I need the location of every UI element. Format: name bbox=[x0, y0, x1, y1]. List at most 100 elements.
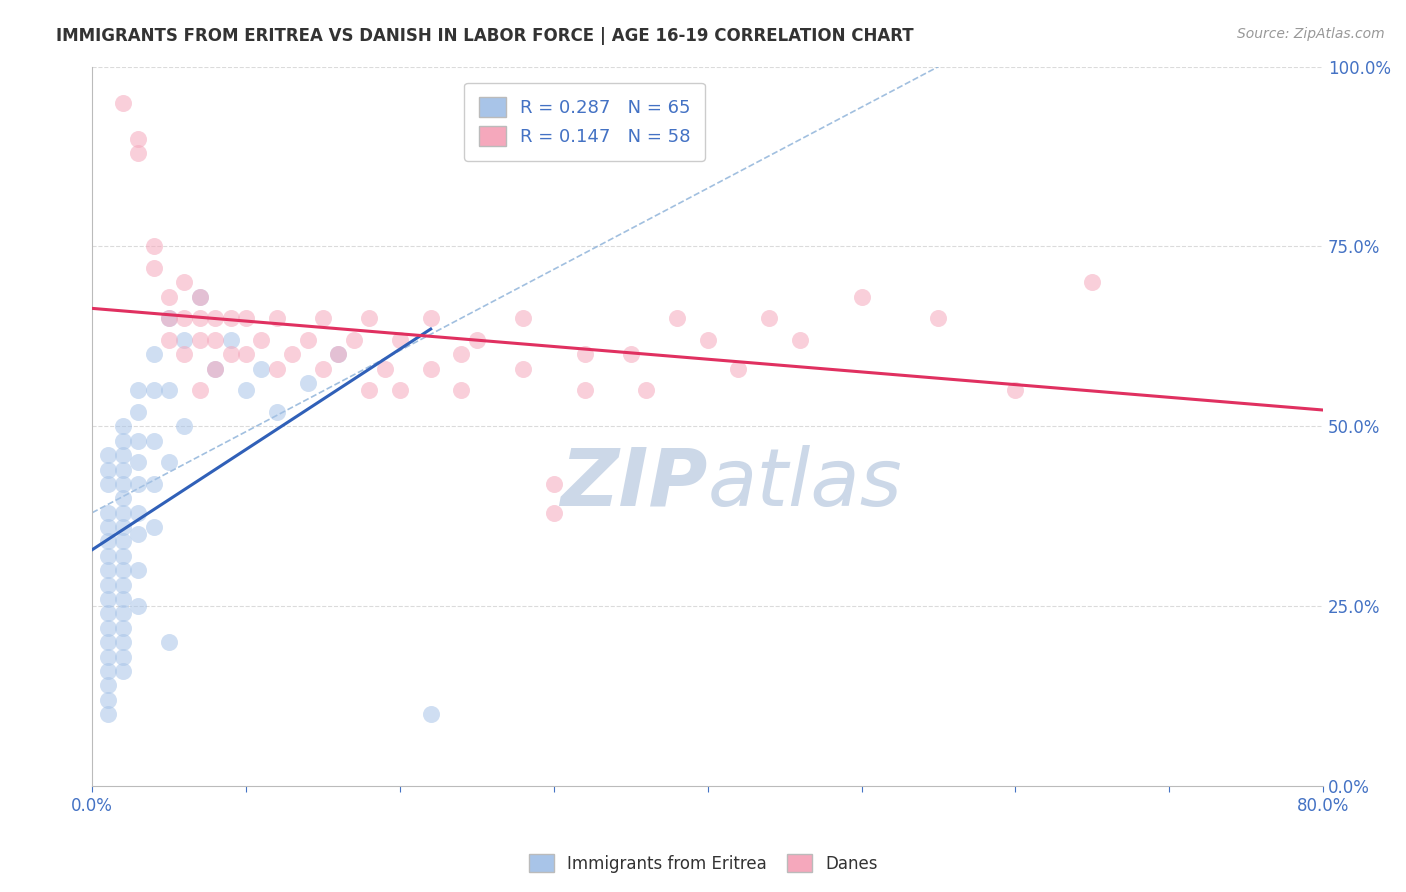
Point bbox=[127, 563, 149, 577]
Point bbox=[97, 607, 120, 621]
Point bbox=[1081, 276, 1104, 290]
Point bbox=[111, 549, 134, 563]
Point bbox=[173, 419, 195, 434]
Point bbox=[188, 290, 211, 304]
Point bbox=[111, 448, 134, 462]
Point bbox=[266, 405, 288, 419]
Point bbox=[173, 333, 195, 347]
Point bbox=[512, 361, 534, 376]
Point bbox=[111, 434, 134, 448]
Point bbox=[450, 384, 472, 398]
Point bbox=[696, 333, 718, 347]
Point bbox=[312, 361, 335, 376]
Point bbox=[157, 635, 180, 649]
Point bbox=[111, 534, 134, 549]
Point bbox=[188, 333, 211, 347]
Point bbox=[111, 664, 134, 678]
Point bbox=[188, 290, 211, 304]
Point bbox=[281, 347, 304, 361]
Point bbox=[450, 347, 472, 361]
Legend: R = 0.287   N = 65, R = 0.147   N = 58: R = 0.287 N = 65, R = 0.147 N = 58 bbox=[464, 83, 704, 161]
Point bbox=[97, 592, 120, 607]
Point bbox=[97, 448, 120, 462]
Point bbox=[97, 506, 120, 520]
Point bbox=[127, 455, 149, 469]
Point bbox=[219, 311, 242, 326]
Point bbox=[727, 361, 749, 376]
Point bbox=[97, 678, 120, 692]
Point bbox=[235, 347, 257, 361]
Point bbox=[97, 649, 120, 664]
Point bbox=[758, 311, 780, 326]
Point bbox=[574, 347, 596, 361]
Point bbox=[111, 621, 134, 635]
Point bbox=[173, 347, 195, 361]
Point bbox=[219, 347, 242, 361]
Point bbox=[127, 131, 149, 145]
Point bbox=[97, 693, 120, 707]
Point bbox=[157, 311, 180, 326]
Point bbox=[235, 311, 257, 326]
Point bbox=[297, 376, 319, 391]
Point bbox=[388, 384, 411, 398]
Point bbox=[204, 361, 226, 376]
Point bbox=[97, 577, 120, 591]
Point bbox=[419, 707, 441, 722]
Point bbox=[111, 477, 134, 491]
Text: Source: ZipAtlas.com: Source: ZipAtlas.com bbox=[1237, 27, 1385, 41]
Point bbox=[343, 333, 366, 347]
Point bbox=[851, 290, 873, 304]
Point bbox=[127, 145, 149, 160]
Point bbox=[97, 621, 120, 635]
Point bbox=[359, 311, 381, 326]
Point bbox=[204, 311, 226, 326]
Point bbox=[142, 520, 165, 534]
Point bbox=[142, 347, 165, 361]
Point bbox=[97, 462, 120, 476]
Point bbox=[127, 506, 149, 520]
Text: ZIP: ZIP bbox=[560, 445, 707, 523]
Point bbox=[142, 434, 165, 448]
Point bbox=[97, 664, 120, 678]
Point bbox=[111, 592, 134, 607]
Point bbox=[111, 607, 134, 621]
Point bbox=[266, 311, 288, 326]
Point bbox=[250, 361, 273, 376]
Point bbox=[204, 361, 226, 376]
Legend: Immigrants from Eritrea, Danes: Immigrants from Eritrea, Danes bbox=[522, 847, 884, 880]
Point bbox=[419, 311, 441, 326]
Point bbox=[297, 333, 319, 347]
Point bbox=[111, 506, 134, 520]
Point bbox=[543, 477, 565, 491]
Point bbox=[127, 384, 149, 398]
Point bbox=[373, 361, 395, 376]
Point bbox=[927, 311, 949, 326]
Point bbox=[111, 563, 134, 577]
Point bbox=[111, 419, 134, 434]
Point bbox=[111, 520, 134, 534]
Point bbox=[97, 707, 120, 722]
Point bbox=[97, 635, 120, 649]
Point bbox=[789, 333, 811, 347]
Point bbox=[512, 311, 534, 326]
Point bbox=[250, 333, 273, 347]
Point bbox=[111, 95, 134, 110]
Point bbox=[465, 333, 488, 347]
Point bbox=[111, 649, 134, 664]
Point bbox=[620, 347, 643, 361]
Point bbox=[312, 311, 335, 326]
Point bbox=[328, 347, 350, 361]
Point bbox=[142, 239, 165, 253]
Point bbox=[97, 563, 120, 577]
Point bbox=[636, 384, 658, 398]
Point bbox=[157, 290, 180, 304]
Point bbox=[419, 361, 441, 376]
Point bbox=[127, 477, 149, 491]
Point bbox=[142, 477, 165, 491]
Point bbox=[157, 333, 180, 347]
Point bbox=[1004, 384, 1026, 398]
Point bbox=[157, 384, 180, 398]
Point bbox=[127, 434, 149, 448]
Point bbox=[127, 599, 149, 614]
Point bbox=[127, 527, 149, 541]
